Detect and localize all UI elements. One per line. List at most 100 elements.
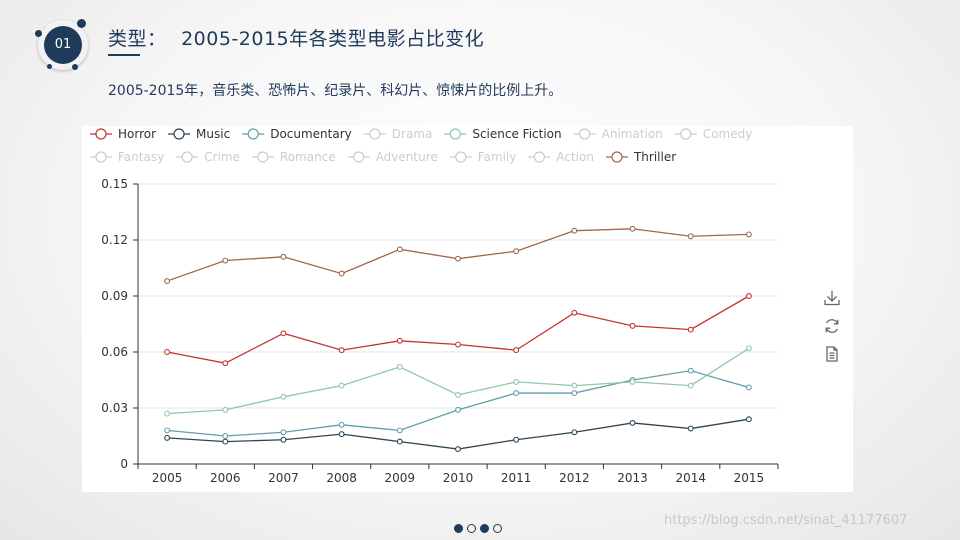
data-point[interactable] [396, 427, 403, 434]
data-point[interactable] [338, 270, 345, 277]
legend-label[interactable]: Comedy [703, 127, 753, 141]
data-view-icon[interactable] [822, 344, 842, 364]
legend-marker[interactable] [611, 151, 623, 163]
data-point[interactable] [164, 427, 171, 434]
data-point[interactable] [687, 367, 694, 374]
data-point[interactable] [629, 378, 636, 385]
data-point[interactable] [687, 233, 694, 240]
data-point[interactable] [164, 278, 171, 285]
data-point[interactable] [687, 425, 694, 432]
refresh-icon[interactable] [822, 316, 842, 336]
download-icon[interactable] [822, 288, 842, 308]
data-point[interactable] [222, 406, 229, 413]
data-point[interactable] [396, 246, 403, 253]
data-point[interactable] [455, 406, 461, 413]
data-point[interactable] [571, 227, 578, 234]
data-point[interactable] [455, 341, 461, 348]
legend-label[interactable]: Animation [602, 127, 663, 141]
data-point[interactable] [745, 384, 752, 391]
data-point[interactable] [513, 248, 520, 255]
data-point[interactable] [629, 225, 636, 232]
legend-marker[interactable] [173, 128, 185, 140]
data-point[interactable] [571, 309, 578, 316]
badge-dot [72, 64, 78, 70]
data-point[interactable] [338, 421, 345, 428]
data-point[interactable] [396, 337, 403, 344]
data-point[interactable] [280, 429, 287, 436]
legend-marker[interactable] [449, 128, 461, 140]
data-point[interactable] [629, 322, 636, 329]
data-point[interactable] [513, 390, 520, 397]
legend-marker[interactable] [533, 151, 545, 163]
data-point[interactable] [745, 345, 752, 352]
chart-toolbox [822, 288, 844, 372]
legend-label[interactable]: Family [478, 150, 517, 164]
data-point[interactable] [571, 390, 578, 397]
data-point[interactable] [571, 429, 578, 436]
data-point[interactable] [687, 326, 694, 333]
legend-label[interactable]: Documentary [270, 127, 352, 141]
data-point[interactable] [745, 293, 752, 299]
legend-label[interactable]: Music [196, 127, 230, 141]
legend-label[interactable]: Thriller [633, 150, 676, 164]
data-point[interactable] [455, 446, 461, 453]
data-point[interactable] [396, 363, 403, 370]
legend-label[interactable]: Fantasy [118, 150, 164, 164]
legend-marker[interactable] [95, 128, 107, 140]
data-point[interactable] [455, 255, 461, 262]
legend-marker[interactable] [455, 151, 467, 163]
legend-marker[interactable] [680, 128, 692, 140]
x-tick-label: 2008 [326, 471, 357, 485]
data-point[interactable] [164, 434, 171, 441]
x-tick-label: 2009 [385, 471, 416, 485]
data-point[interactable] [164, 410, 171, 417]
data-point[interactable] [280, 253, 287, 260]
data-point[interactable] [571, 382, 578, 389]
legend-label[interactable]: Drama [392, 127, 433, 141]
badge-dot [47, 64, 52, 69]
legend-label[interactable]: Romance [280, 150, 336, 164]
data-point[interactable] [455, 391, 461, 398]
legend-label[interactable]: Science Fiction [472, 127, 561, 141]
data-point[interactable] [222, 257, 229, 264]
pager-dot[interactable] [493, 524, 502, 533]
legend-marker[interactable] [95, 151, 107, 163]
legend-label[interactable]: Action [556, 150, 594, 164]
data-point[interactable] [513, 436, 520, 443]
data-point[interactable] [745, 416, 752, 423]
data-point[interactable] [222, 433, 229, 439]
data-point[interactable] [280, 436, 287, 443]
legend-label[interactable]: Horror [118, 127, 156, 141]
y-tick-label: 0.03 [101, 401, 128, 415]
title-text: 2005-2015年各类型电影占比变化 [181, 28, 485, 50]
legend-label[interactable]: Crime [204, 150, 240, 164]
data-point[interactable] [222, 438, 229, 445]
pager-dot[interactable] [454, 524, 463, 533]
y-tick-label: 0 [120, 457, 128, 471]
legend-label[interactable]: Adventure [376, 150, 438, 164]
legend-marker[interactable] [369, 128, 381, 140]
data-point[interactable] [338, 347, 345, 354]
data-point[interactable] [222, 360, 229, 367]
data-point[interactable] [745, 231, 752, 238]
legend-marker[interactable] [353, 151, 365, 163]
legend-marker[interactable] [181, 151, 193, 163]
legend-marker[interactable] [257, 151, 269, 163]
pager-dot[interactable] [480, 524, 489, 533]
data-point[interactable] [280, 393, 287, 400]
series-line [166, 295, 750, 364]
data-point[interactable] [687, 382, 694, 389]
legend-marker[interactable] [579, 128, 591, 140]
data-point[interactable] [338, 382, 345, 389]
data-point[interactable] [629, 419, 636, 426]
data-point[interactable] [396, 438, 403, 445]
x-tick-label: 2006 [210, 471, 241, 485]
data-point[interactable] [280, 330, 287, 337]
pager-dot[interactable] [467, 524, 476, 533]
title-underline [108, 54, 140, 56]
data-point[interactable] [164, 349, 171, 355]
data-point[interactable] [513, 347, 520, 354]
data-point[interactable] [513, 378, 520, 385]
legend-marker[interactable] [247, 128, 259, 140]
data-point[interactable] [338, 431, 345, 438]
